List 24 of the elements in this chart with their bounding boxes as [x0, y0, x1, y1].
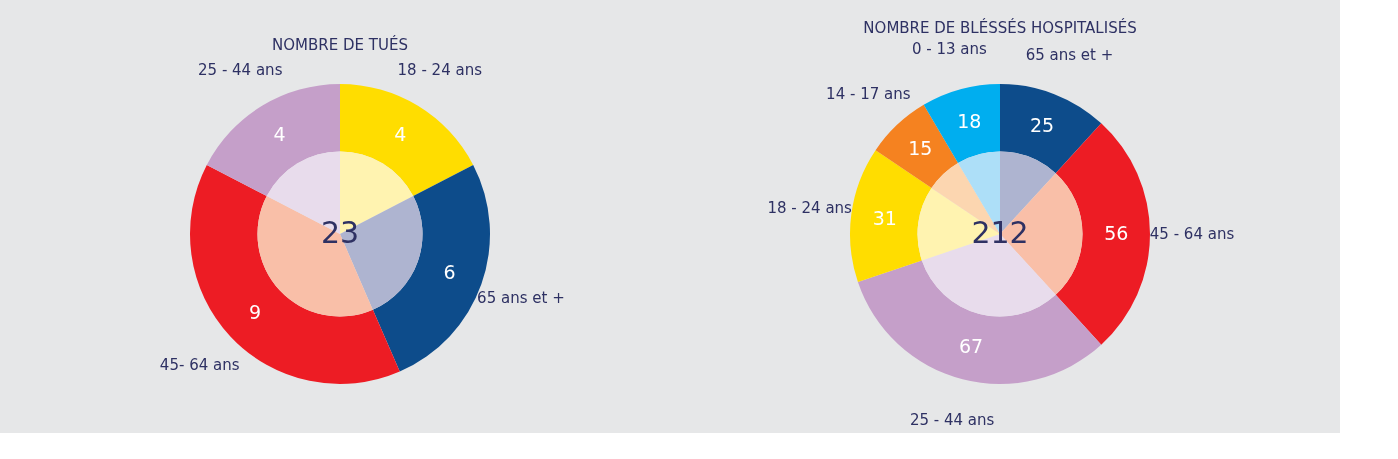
slice-label: 65 ans et + [477, 289, 565, 308]
data-label: 67 [958, 334, 984, 357]
slice-label: 45 - 64 ans [1149, 225, 1235, 243]
slice-label: 65 ans et + [1025, 46, 1114, 65]
slice-label: 18 - 24 ans [397, 60, 483, 79]
data-label: 4 [394, 122, 407, 145]
data-label: 6 [443, 260, 456, 283]
text: 23 [320, 215, 360, 250]
slice-label: 0 - 13 ans [911, 39, 987, 58]
data-label: 31 [872, 206, 897, 229]
data-label: 25 [1030, 113, 1055, 136]
data-label: 56 [1104, 222, 1129, 244]
data-label: 18 [957, 109, 982, 132]
slice-label: 45- 64 ans [159, 356, 240, 375]
data-label: 15 [908, 137, 933, 160]
chart-title: NOMBRE DE BLÉSSÉS HOSPITALISÉS [863, 17, 1137, 37]
text: 212 [971, 215, 1029, 250]
chart-title: NOMBRE DE TUÉS [272, 35, 408, 54]
slice-label: 25 - 44 ans [909, 410, 995, 429]
slice-label: 25 - 44 ans [198, 60, 283, 79]
data-label: 9 [248, 301, 262, 324]
slice-label: 14 - 17 ans [826, 85, 911, 104]
data-label: 4 [273, 122, 286, 145]
slice-label: 18 - 24 ans [767, 199, 853, 218]
